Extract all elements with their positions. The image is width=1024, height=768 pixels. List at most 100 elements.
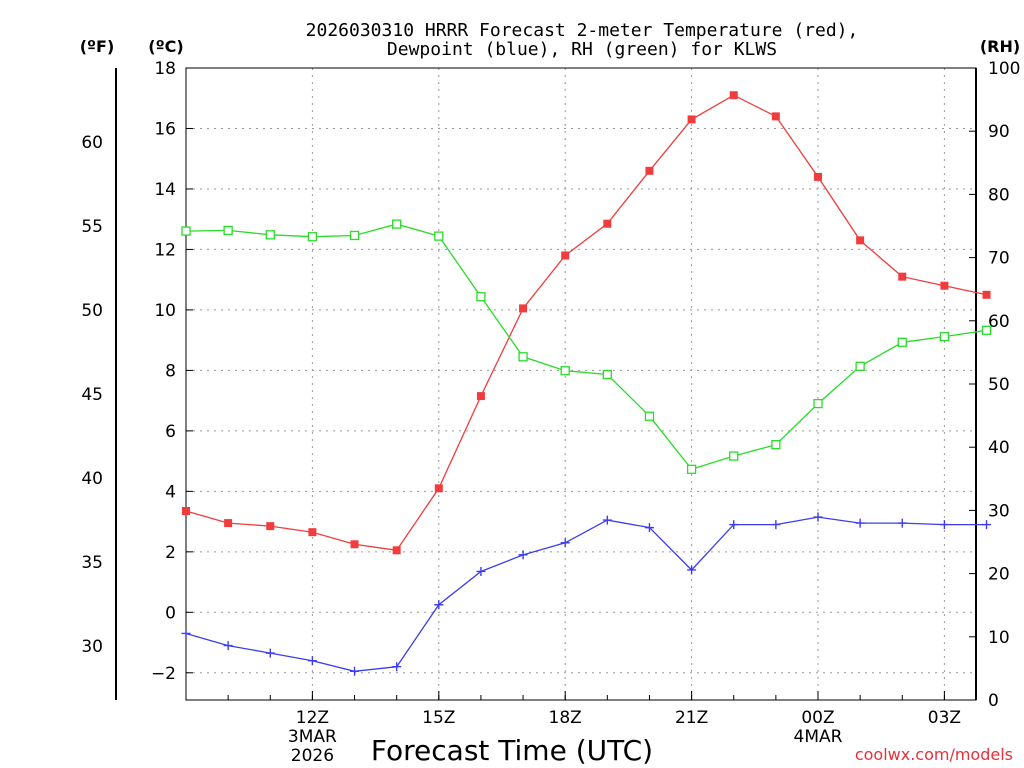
temperature-point <box>814 172 822 181</box>
celsius-tick-label: 8 <box>165 361 176 381</box>
temperature-point <box>771 112 780 121</box>
rh-point <box>307 232 318 242</box>
x-tick-label: 00Z <box>801 708 834 728</box>
temperature-point <box>392 546 401 555</box>
dewpoint-point <box>392 662 402 672</box>
rh-point <box>729 451 739 461</box>
dewpoint-point <box>223 641 233 651</box>
rh-point <box>602 369 612 380</box>
dewpoint-point <box>265 648 275 658</box>
x-date-label: 4MAR <box>794 727 843 747</box>
dewpoint-point <box>687 565 697 575</box>
temperature-point <box>224 519 233 528</box>
dewpoint-point <box>729 520 739 530</box>
rh-point <box>813 398 823 409</box>
rh-point <box>686 464 697 474</box>
fahrenheit-tick-label: 35 <box>81 553 103 573</box>
rh-tick-label: 10 <box>988 628 1010 648</box>
dewpoint-point <box>434 600 444 610</box>
temperature-point <box>856 236 865 245</box>
data-series <box>181 91 992 676</box>
celsius-tick-label: 12 <box>154 240 176 260</box>
rh-tick-label: 20 <box>988 565 1010 585</box>
temperature-point <box>729 91 738 100</box>
rh-tick-label: 0 <box>988 691 999 711</box>
x-axis-title: Forecast Time (UTC) <box>371 734 653 767</box>
rh-tick-label: 90 <box>988 122 1010 142</box>
celsius-unit-label: (ºC) <box>148 37 183 56</box>
rh-unit-label: (RH) <box>980 37 1020 56</box>
dewpoint-point <box>602 515 612 525</box>
axes: −2 0 2 4 6 8 10 12 14 16 18 30 35 40 45 50 55 60 0 10 20 30 40… <box>81 59 1020 766</box>
celsius-tick-label: 14 <box>154 180 176 200</box>
temperature-line <box>185 94 987 552</box>
celsius-tick-label: 10 <box>154 301 176 321</box>
celsius-tick-label: 2 <box>165 543 176 563</box>
gridlines <box>186 68 976 700</box>
fahrenheit-tick-label: 40 <box>81 469 103 489</box>
x-tick-label: 18Z <box>549 708 582 728</box>
celsius-tick-label: 6 <box>165 422 176 442</box>
rh-point <box>897 337 907 347</box>
dewpoint-point <box>350 666 360 676</box>
temperature-point <box>266 522 275 531</box>
dewpoint-point <box>813 512 823 522</box>
fahrenheit-tick-label: 30 <box>81 637 103 657</box>
fahrenheit-tick-label: 55 <box>81 217 103 237</box>
temperature-point <box>561 251 570 260</box>
temperature-point <box>940 281 949 290</box>
rh-tick-label: 60 <box>988 312 1010 332</box>
x-tick-label: 15Z <box>422 708 455 728</box>
dewpoint-point <box>518 550 528 560</box>
celsius-tick-label: 0 <box>165 603 176 623</box>
fahrenheit-tick-label: 50 <box>81 301 103 321</box>
temperature-point <box>519 304 528 313</box>
rh-point <box>434 231 444 241</box>
x-tick-label: 12Z <box>296 708 329 728</box>
temperature-point <box>603 219 612 228</box>
rh-point <box>855 361 865 371</box>
dewpoint-point <box>307 656 317 666</box>
dewpoint-point <box>771 520 781 530</box>
temperature-point <box>182 507 190 516</box>
chart-subtitle: Dewpoint (blue), RH (green) for KLWS <box>387 39 777 60</box>
fahrenheit-tick-label: 45 <box>81 385 103 405</box>
temperature-point <box>687 115 696 124</box>
rh-point <box>349 230 360 241</box>
rh-tick-label: 40 <box>988 438 1010 458</box>
fahrenheit-tick-label: 60 <box>81 133 103 153</box>
rh-point <box>518 352 528 362</box>
credit-text: coolwx.com/models <box>855 745 1013 764</box>
dewpoint-point <box>855 518 865 528</box>
dewpoint-point <box>181 628 191 638</box>
temperature-point <box>476 392 485 401</box>
rh-tick-label: 70 <box>988 249 1010 269</box>
rh-point <box>644 411 655 421</box>
rh-point <box>939 331 950 342</box>
rh-point <box>181 226 191 236</box>
rh-point <box>560 366 570 376</box>
rh-tick-label: 100 <box>988 59 1020 79</box>
temperature-point <box>645 166 654 175</box>
rh-tick-label: 30 <box>988 501 1010 521</box>
celsius-tick-label: 4 <box>165 482 176 502</box>
temperature-point <box>350 540 359 549</box>
fahrenheit-unit-label: (ºF) <box>80 37 115 56</box>
x-tick-label: 21Z <box>675 708 708 728</box>
dewpoint-point <box>644 523 654 533</box>
x-date-label: 3MAR <box>288 727 337 747</box>
rh-point <box>771 440 781 450</box>
plot-frame <box>185 67 977 701</box>
dewpoint-point <box>897 518 907 528</box>
dewpoint-point <box>476 566 486 576</box>
temperature-point <box>308 528 317 537</box>
temperature-point <box>434 484 443 493</box>
rh-tick-label: 50 <box>988 375 1010 395</box>
rh-point <box>392 219 402 229</box>
rh-tick-label: 80 <box>988 185 1010 205</box>
rh-line <box>185 223 987 471</box>
x-year-label: 2026 <box>291 746 334 766</box>
dewpoint-point <box>939 520 949 530</box>
dewpoint-point <box>982 520 992 530</box>
